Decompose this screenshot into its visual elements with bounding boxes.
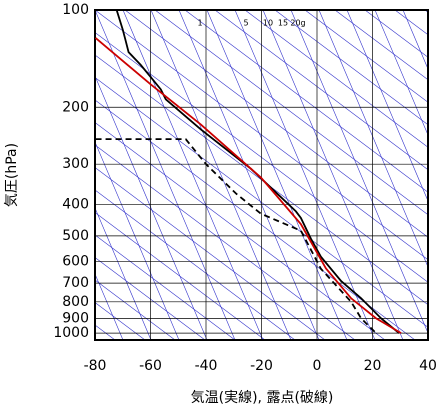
guide-line (95, 75, 208, 340)
x-tick-label: 20 (364, 358, 382, 374)
annotation: 10 (263, 19, 273, 28)
x-tick-label: -40 (195, 358, 218, 374)
guide-line (95, 99, 416, 340)
guide-line (346, 10, 428, 202)
y-tick-label: 500 (62, 228, 89, 244)
guide-line (95, 279, 176, 340)
guide-line (274, 10, 428, 126)
guide-line (154, 10, 428, 216)
guide-line (95, 207, 152, 340)
guide-line (95, 167, 326, 340)
guide-line (318, 10, 428, 268)
guide-line (424, 10, 428, 13)
y-tick-label: 1000 (53, 325, 89, 341)
x-axis-label: 気温(実線), 露点(破線) (191, 390, 334, 406)
annotation: 15 (278, 19, 288, 28)
guide-line (95, 10, 428, 261)
y-tick-label: 100 (62, 2, 89, 18)
annotation: 1 (197, 19, 202, 28)
guide-line (122, 10, 264, 340)
guide-line (304, 10, 428, 103)
guide-line (234, 10, 376, 340)
guide-line (95, 144, 356, 340)
guide-line (244, 10, 428, 148)
x-tick-label: 40 (419, 358, 436, 374)
y-tick-label: 200 (62, 99, 89, 115)
guide-line (262, 10, 404, 340)
y-axis-label: 気圧(hPa) (4, 143, 20, 207)
guide-line (95, 189, 296, 340)
x-tick-label: -80 (84, 358, 107, 374)
y-tick-label: 300 (62, 156, 89, 172)
guide-line (95, 122, 386, 340)
plot-frame (94, 9, 429, 341)
guide-line (206, 10, 348, 340)
background-lines (95, 10, 436, 340)
guide-line (214, 10, 428, 171)
x-tick-label: 0 (313, 358, 322, 374)
guide-line (95, 77, 428, 328)
guide-line (334, 10, 428, 81)
guide-line (178, 10, 320, 340)
guide-line (95, 141, 180, 340)
y-tick-label: 400 (62, 197, 89, 213)
data-line (115, 9, 400, 334)
guide-line (290, 10, 428, 334)
guide-line (184, 10, 428, 193)
y-tick-label: 600 (62, 253, 89, 269)
data-line (94, 37, 402, 334)
guide-line (402, 10, 428, 70)
guide-line (95, 234, 236, 340)
guide-line (95, 212, 266, 340)
x-tick-label: -20 (250, 358, 273, 374)
x-tick-label: -60 (139, 358, 162, 374)
guide-line (95, 32, 428, 283)
guide-line (150, 10, 292, 340)
guide-line (95, 10, 236, 340)
guide-line (364, 10, 428, 58)
guide-line (124, 10, 428, 238)
guide-line (95, 257, 206, 340)
guide-line (95, 273, 124, 340)
y-tick-label: 700 (62, 275, 89, 291)
guide-line (431, 10, 436, 340)
guide-line (95, 54, 428, 306)
annotation: 5 (243, 19, 248, 28)
y-tick-label: 800 (62, 294, 89, 310)
y-tick-label: 900 (62, 310, 89, 326)
annotation: 20g (290, 19, 305, 28)
guide-line (374, 10, 428, 136)
